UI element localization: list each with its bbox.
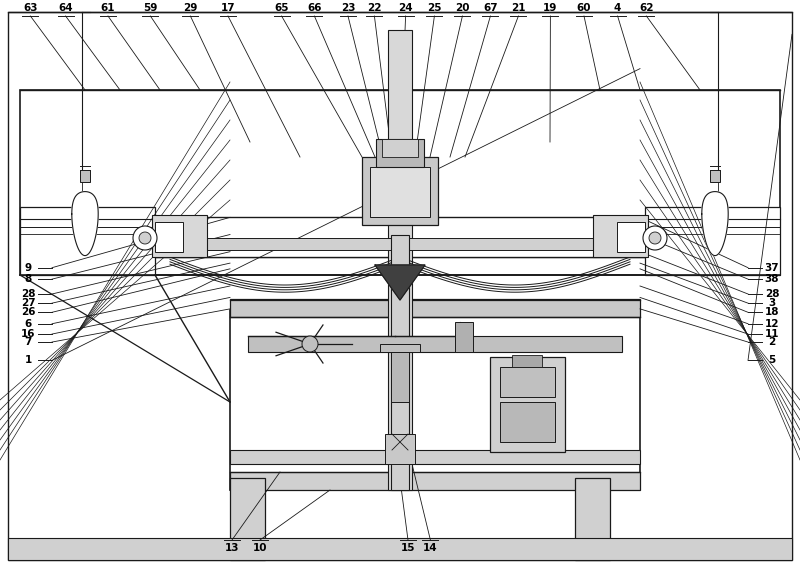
Text: 25: 25: [427, 3, 442, 13]
Bar: [30, 219, 770, 257]
Text: 65: 65: [274, 3, 289, 13]
Bar: [500, 402, 555, 442]
Text: 4: 4: [614, 3, 622, 13]
Text: 1: 1: [24, 355, 32, 366]
Text: 38: 38: [765, 274, 779, 284]
Bar: [160, 238, 640, 250]
Bar: [155, 222, 183, 252]
Text: 22: 22: [367, 3, 382, 13]
Text: 29: 29: [183, 3, 198, 13]
Bar: [617, 222, 645, 252]
Text: 12: 12: [765, 319, 779, 329]
Bar: [490, 357, 565, 452]
Bar: [155, 217, 645, 257]
Text: 27: 27: [21, 298, 35, 308]
Bar: [593, 215, 648, 257]
Text: 37: 37: [765, 263, 779, 273]
Text: 13: 13: [225, 543, 239, 553]
Text: 62: 62: [639, 3, 654, 13]
Circle shape: [649, 232, 661, 244]
Text: 64: 64: [58, 3, 73, 13]
Text: 18: 18: [765, 307, 779, 317]
Text: 10: 10: [253, 543, 267, 553]
Circle shape: [302, 336, 318, 352]
Bar: [152, 215, 207, 257]
Polygon shape: [72, 192, 98, 256]
Text: 15: 15: [401, 543, 415, 553]
Bar: [391, 235, 409, 490]
Circle shape: [643, 226, 667, 250]
Bar: [710, 170, 720, 182]
Bar: [230, 450, 640, 464]
Circle shape: [139, 232, 151, 244]
Bar: [8, 538, 792, 560]
Bar: [230, 299, 640, 317]
Bar: [380, 344, 420, 352]
Bar: [230, 310, 640, 490]
Bar: [455, 322, 473, 352]
Text: 24: 24: [398, 3, 413, 13]
Text: 3: 3: [768, 298, 776, 308]
Text: 60: 60: [577, 3, 591, 13]
Bar: [575, 478, 610, 560]
Text: 21: 21: [511, 3, 526, 13]
Text: 19: 19: [543, 3, 558, 13]
Bar: [391, 352, 409, 402]
Bar: [382, 139, 418, 157]
Bar: [388, 30, 412, 490]
Bar: [248, 336, 622, 352]
Text: 7: 7: [24, 337, 32, 347]
Text: 11: 11: [765, 329, 779, 339]
Text: 28: 28: [765, 289, 779, 299]
Text: 17: 17: [221, 3, 235, 13]
Bar: [230, 478, 265, 560]
Text: 5: 5: [768, 355, 776, 366]
Text: 23: 23: [341, 3, 355, 13]
Bar: [20, 207, 155, 275]
Text: 14: 14: [423, 543, 438, 553]
Bar: [512, 355, 542, 367]
Bar: [376, 139, 424, 167]
Polygon shape: [702, 192, 728, 256]
Text: 63: 63: [23, 3, 38, 13]
Bar: [385, 434, 415, 464]
Text: 8: 8: [24, 274, 32, 284]
Text: 16: 16: [21, 329, 35, 339]
Bar: [20, 90, 780, 275]
Bar: [230, 472, 640, 490]
Text: 6: 6: [24, 319, 32, 329]
Text: 67: 67: [483, 3, 498, 13]
Text: 2: 2: [768, 337, 776, 347]
Bar: [500, 367, 555, 397]
Circle shape: [133, 226, 157, 250]
Bar: [645, 207, 780, 275]
Text: 26: 26: [21, 307, 35, 317]
Text: 66: 66: [307, 3, 322, 13]
Polygon shape: [375, 265, 425, 300]
Text: 28: 28: [21, 289, 35, 299]
Bar: [362, 157, 438, 225]
Bar: [370, 167, 430, 217]
Text: 20: 20: [455, 3, 470, 13]
Bar: [80, 170, 90, 182]
Text: 9: 9: [25, 263, 31, 273]
Text: 59: 59: [143, 3, 158, 13]
Text: 61: 61: [101, 3, 115, 13]
